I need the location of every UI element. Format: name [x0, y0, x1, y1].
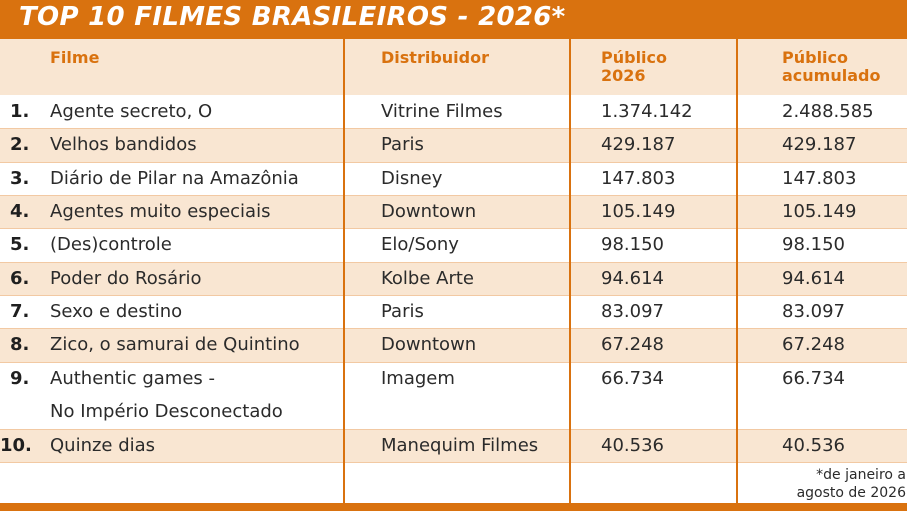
table-row-acumulado: 429.187 — [782, 134, 857, 155]
table-row-acumulado: 147.803 — [782, 168, 857, 189]
header-distribuidor: Distribuidor — [381, 49, 489, 67]
table-row-rank: 7. — [10, 301, 30, 322]
header-publico-acumulado-line2: acumulado — [782, 66, 881, 85]
row-divider — [0, 429, 907, 430]
table-header — [0, 39, 907, 95]
column-divider — [569, 39, 571, 503]
header-publico-2026-line1: Público — [601, 48, 668, 67]
table-row-acumulado: 105.149 — [782, 201, 857, 222]
table-row-distribuidor: Paris — [381, 134, 424, 155]
footnote-line1: *de janeiro a — [816, 467, 906, 483]
row-divider — [0, 295, 907, 296]
title-bar — [0, 0, 907, 39]
table-row-acumulado: 98.150 — [782, 234, 845, 255]
page-title: TOP 10 FILMES BRASILEIROS - 2026* — [19, 2, 566, 32]
table-row-filme: Sexo e destino — [50, 301, 183, 322]
table-row-publico-2026: 147.803 — [601, 168, 676, 189]
table-row-acumulado: 94.614 — [782, 268, 845, 289]
table-row-publico-2026: 429.187 — [601, 134, 676, 155]
header-filme-label: Filme — [50, 48, 100, 67]
table-row-acumulado: 40.536 — [782, 435, 845, 456]
table-row-filme-line2: No Império Desconectado — [50, 401, 283, 422]
table-row-rank: 8. — [10, 334, 30, 355]
table-row-distribuidor: Kolbe Arte — [381, 268, 474, 289]
column-divider — [343, 39, 345, 503]
column-divider — [736, 39, 738, 503]
table-row-acumulado: 83.097 — [782, 301, 845, 322]
bottom-bar — [0, 503, 907, 511]
header-filme: Filme — [50, 49, 99, 67]
table-row-filme: Agentes muito especiais — [50, 201, 271, 222]
table-row-distribuidor: Paris — [381, 301, 424, 322]
header-distribuidor-label: Distribuidor — [381, 48, 489, 67]
table-row-distribuidor: Manequim Filmes — [381, 435, 539, 456]
row-band — [0, 262, 907, 295]
table-row-distribuidor: Downtown — [381, 201, 477, 222]
row-divider — [0, 128, 907, 129]
table-row-distribuidor: Elo/Sony — [381, 234, 459, 255]
header-publico-2026-line2: 2026 — [601, 66, 646, 85]
table-row-filme: Zico, o samurai de Quintino — [50, 334, 300, 355]
footnote-line2: agosto de 2026 — [796, 485, 906, 501]
table-row-publico-2026: 66.734 — [601, 368, 664, 389]
table-row-rank: 5. — [10, 234, 30, 255]
table-row-publico-2026: 94.614 — [601, 268, 664, 289]
table-row-filme: Velhos bandidos — [50, 134, 197, 155]
row-band — [0, 195, 907, 228]
table-row-rank: 4. — [10, 201, 30, 222]
table-row-filme: (Des)controle — [50, 234, 172, 255]
row-divider — [0, 228, 907, 229]
row-divider — [0, 162, 907, 163]
row-divider — [0, 362, 907, 363]
table-row-acumulado: 2.488.585 — [782, 101, 874, 122]
row-band — [0, 429, 907, 462]
table-row-publico-2026: 67.248 — [601, 334, 664, 355]
table-row-rank: 9. — [10, 368, 30, 389]
table-row-publico-2026: 40.536 — [601, 435, 664, 456]
table-row-distribuidor: Vitrine Filmes — [381, 101, 503, 122]
table-row-distribuidor: Imagem — [381, 368, 455, 389]
table-row-publico-2026: 83.097 — [601, 301, 664, 322]
table-row-rank: 1. — [10, 101, 30, 122]
table-row-acumulado: 67.248 — [782, 334, 845, 355]
row-divider — [0, 328, 907, 329]
table-row-filme: Agente secreto, O — [50, 101, 213, 122]
header-publico-acumulado-line1: Público — [782, 48, 849, 67]
table-row-acumulado: 66.734 — [782, 368, 845, 389]
table-row-distribuidor: Downtown — [381, 334, 477, 355]
row-band — [0, 328, 907, 362]
header-publico-2026: Público 2026 — [601, 49, 667, 85]
table-row-rank: 6. — [10, 268, 30, 289]
table-row-publico-2026: 1.374.142 — [601, 101, 693, 122]
table-row-publico-2026: 105.149 — [601, 201, 676, 222]
table-row-rank: 10. — [0, 435, 32, 456]
row-divider — [0, 195, 907, 196]
table-row-rank: 3. — [10, 168, 30, 189]
table-row-filme: Quinze dias — [50, 435, 156, 456]
table-row-filme: Poder do Rosário — [50, 268, 202, 289]
table-row-filme: Authentic games - — [50, 368, 216, 389]
table-row-rank: 2. — [10, 134, 30, 155]
table-row-distribuidor: Disney — [381, 168, 443, 189]
table-row-publico-2026: 98.150 — [601, 234, 664, 255]
footnote: *de janeiro a agosto de 2026 — [797, 466, 906, 502]
row-divider — [0, 462, 907, 463]
table-row-filme: Diário de Pilar na Amazônia — [50, 168, 299, 189]
row-band — [0, 129, 907, 162]
header-publico-acumulado: Público acumulado — [782, 49, 880, 85]
row-divider — [0, 262, 907, 263]
